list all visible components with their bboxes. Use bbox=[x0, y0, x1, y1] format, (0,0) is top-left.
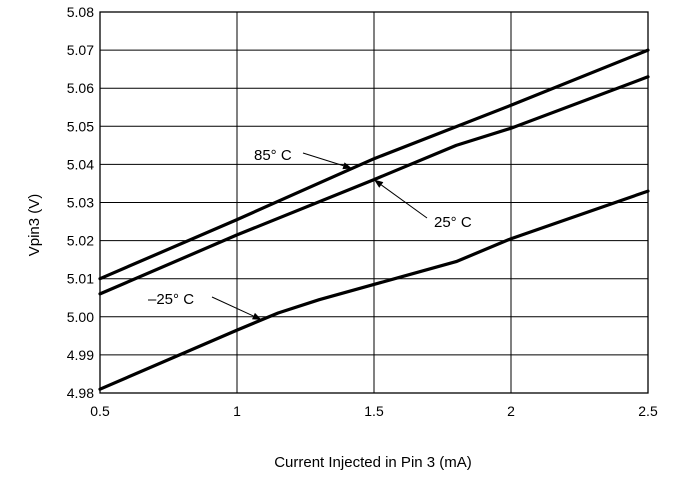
annotation-leader bbox=[380, 184, 428, 219]
annotation-label: 85° C bbox=[254, 147, 292, 164]
annotations: 85° C 25° C –25° C bbox=[148, 147, 472, 320]
y-tick-label: 5.00 bbox=[67, 309, 94, 325]
x-tick-label: 1 bbox=[233, 403, 241, 419]
y-axis-title: Vpin3 (V) bbox=[26, 194, 43, 257]
x-tick-label: 0.5 bbox=[90, 403, 110, 419]
y-tick-label: 4.99 bbox=[67, 347, 94, 363]
y-tick-label: 5.05 bbox=[67, 118, 94, 134]
y-tick-label: 4.98 bbox=[67, 385, 94, 401]
y-tick-label: 5.06 bbox=[67, 80, 94, 96]
tick-labels: 4.98 4.99 5.00 5.01 5.02 5.03 5.04 5.05 5.06 5.07… bbox=[67, 4, 658, 419]
x-tick-label: 1.5 bbox=[364, 403, 384, 419]
series-line-0 bbox=[98, 48, 650, 281]
arrowhead-icon bbox=[342, 162, 353, 170]
series-line-1 bbox=[98, 75, 650, 296]
arrowhead-icon bbox=[374, 179, 384, 188]
y-tick-label: 5.01 bbox=[67, 271, 94, 287]
x-tick-label: 2 bbox=[507, 403, 515, 419]
y-tick-label: 5.02 bbox=[67, 233, 94, 249]
y-tick-label: 5.08 bbox=[67, 4, 94, 20]
annotation-leader bbox=[211, 296, 254, 317]
y-tick-label: 5.04 bbox=[67, 156, 94, 172]
x-tick-label: 2.5 bbox=[638, 403, 658, 419]
annotation-leader bbox=[302, 152, 344, 167]
arrowhead-icon bbox=[252, 312, 262, 320]
grid bbox=[99, 11, 649, 394]
plot-frame bbox=[99, 11, 649, 394]
series-group bbox=[98, 48, 650, 391]
annotation-label: –25° C bbox=[148, 291, 194, 308]
series-line-2 bbox=[98, 189, 650, 391]
y-tick-label: 5.07 bbox=[67, 42, 94, 58]
x-axis-title: Current Injected in Pin 3 (mA) bbox=[274, 454, 472, 471]
annotation-label: 25° C bbox=[434, 214, 472, 231]
y-tick-label: 5.03 bbox=[67, 195, 94, 211]
